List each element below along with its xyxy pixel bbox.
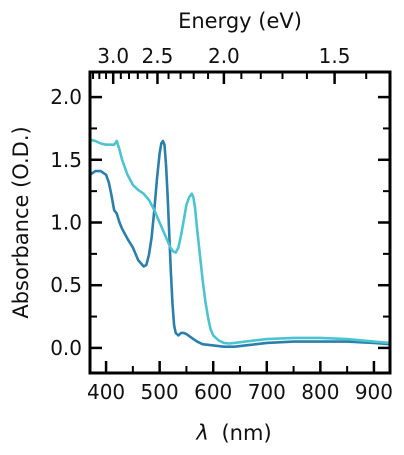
series-layer bbox=[88, 138, 392, 348]
y-tick-label: 1.5 bbox=[50, 148, 82, 172]
top-tick-label: 2.5 bbox=[142, 44, 174, 68]
x-tick-label: 800 bbox=[301, 380, 339, 404]
top-tick-label: 1.5 bbox=[319, 44, 351, 68]
x-tick-label: 700 bbox=[248, 380, 286, 404]
ticks-layer: 400 500 600 700 800 900 0.0 0.5 1.0 1.5 2.0 3.0 2.5 2… bbox=[50, 44, 393, 404]
series-line-1 bbox=[88, 139, 392, 348]
y-tick-label: 0.5 bbox=[50, 273, 82, 297]
x-tick-label: 900 bbox=[355, 380, 393, 404]
plot-frame bbox=[88, 70, 392, 375]
top-tick-label: 2.0 bbox=[208, 44, 240, 68]
top-tick-label: 3.0 bbox=[97, 44, 129, 68]
x-tick-label: 400 bbox=[87, 380, 125, 404]
y-tick-label: 0.0 bbox=[50, 336, 82, 360]
y-tick-label: 2.0 bbox=[50, 85, 82, 109]
x-axis-symbol: λ bbox=[195, 421, 208, 445]
x-axis-unit: (nm) bbox=[221, 421, 271, 445]
x-tick-label: 600 bbox=[194, 380, 232, 404]
x-tick-label: 500 bbox=[141, 380, 179, 404]
y-tick-label: 1.0 bbox=[50, 211, 82, 235]
series-line-2 bbox=[88, 138, 392, 345]
x-axis-title: λ (nm) bbox=[195, 421, 271, 445]
y-axis-title: Absorbance (O.D.) bbox=[9, 126, 33, 318]
top-axis-title: Energy (eV) bbox=[178, 9, 302, 33]
